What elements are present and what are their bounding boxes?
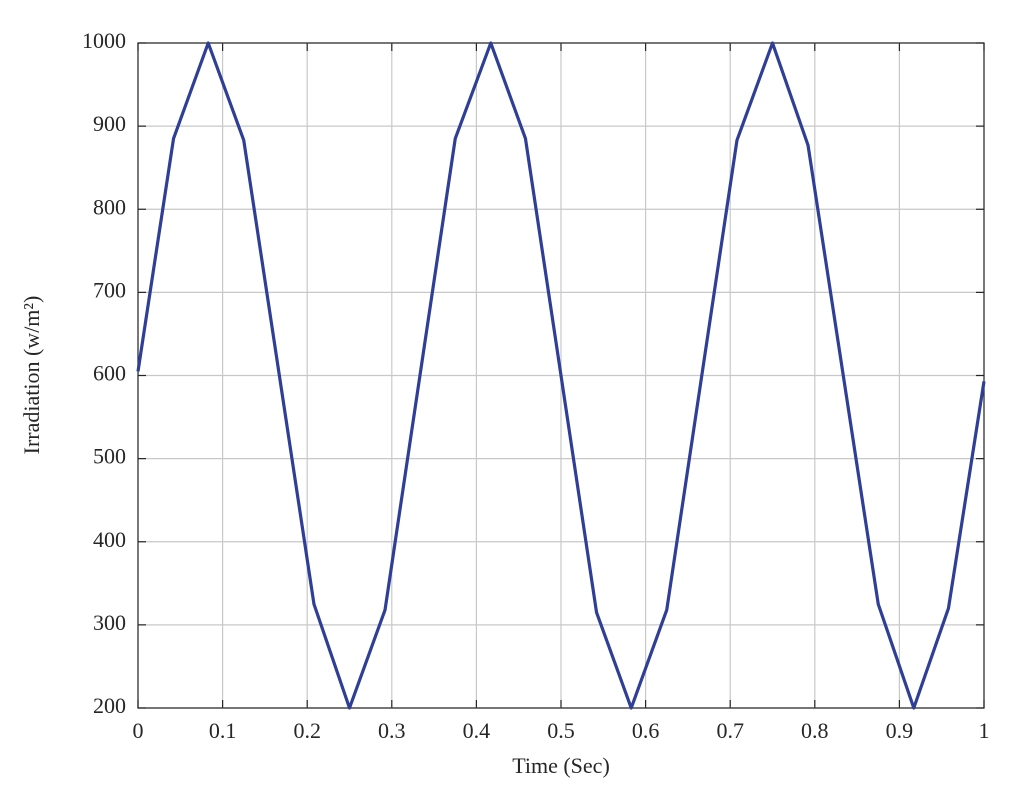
x-tick-label: 0.5 — [547, 718, 575, 743]
x-axis-label: Time (Sec) — [512, 753, 610, 778]
data-line — [136, 41, 986, 710]
x-tick-label: 0.4 — [463, 718, 491, 743]
y-tick-label: 200 — [93, 693, 126, 718]
x-tick-label: 1 — [979, 718, 990, 743]
x-tick-label: 0.1 — [209, 718, 237, 743]
y-tick-label: 600 — [93, 361, 126, 386]
x-tick-label: 0.8 — [801, 718, 829, 743]
x-tick-label: 0.9 — [886, 718, 914, 743]
y-tick-label: 900 — [93, 111, 126, 136]
y-tick-label: 400 — [93, 527, 126, 552]
x-tick-label: 0.2 — [293, 718, 321, 743]
x-tick-label: 0.6 — [632, 718, 660, 743]
y-tick-label: 500 — [93, 444, 126, 469]
y-tick-label: 300 — [93, 610, 126, 635]
x-tick-label: 0.7 — [716, 718, 744, 743]
x-tick-label: 0.3 — [378, 718, 406, 743]
y-axis-label: Irradiation (w/m²) — [19, 296, 44, 455]
y-tick-label: 1000 — [82, 28, 126, 53]
y-tick-label: 800 — [93, 194, 126, 219]
x-tick-label: 0 — [133, 718, 144, 743]
plot-frame — [137, 42, 985, 709]
y-tick-label: 700 — [93, 277, 126, 302]
